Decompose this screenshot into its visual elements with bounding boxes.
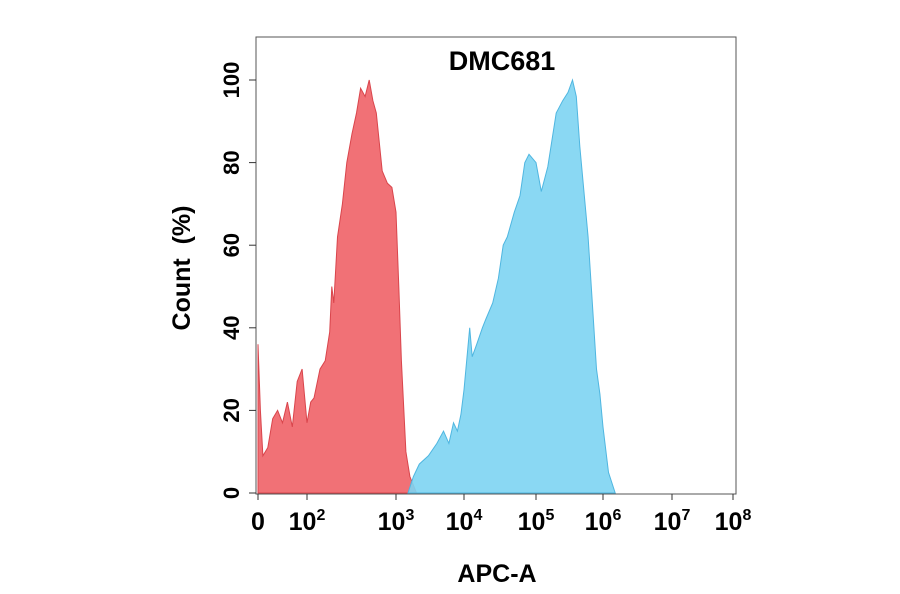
- plot-frame: [255, 36, 737, 495]
- x-tick-label: 108: [715, 507, 752, 536]
- x-axis: 0 102 103 104 105 106 107 108: [251, 494, 751, 536]
- x-tick-label: 106: [585, 507, 622, 536]
- x-axis-title: APC-A: [457, 560, 536, 588]
- y-axis-title: Count (%): [168, 206, 196, 331]
- x-tick-label: 105: [518, 507, 555, 536]
- y-tick-label: 100: [219, 62, 244, 99]
- series-layer: [257, 78, 616, 494]
- y-tick-label: 40: [219, 316, 244, 340]
- y-tick-label: 0: [219, 487, 244, 499]
- x-tick-label: 104: [446, 507, 483, 536]
- y-tick-label: 60: [219, 233, 244, 257]
- y-tick-label: 80: [219, 150, 244, 174]
- x-tick-label: 102: [289, 507, 326, 536]
- chart-title: DMC681: [449, 46, 556, 76]
- histogram-series-2: [407, 78, 616, 494]
- x-tick-label: 107: [654, 507, 691, 536]
- y-axis: 0 20 40 60 80 100: [219, 62, 256, 499]
- x-tick-label: 103: [378, 507, 415, 536]
- y-tick-label: 20: [219, 398, 244, 422]
- histogram-series-1: [257, 79, 418, 494]
- x-tick-label: 0: [251, 508, 265, 536]
